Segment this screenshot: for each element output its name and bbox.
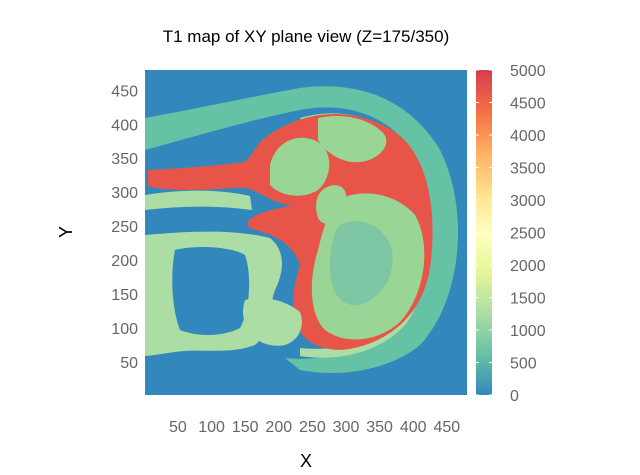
airway-cavity [172, 247, 250, 335]
colorbar-tick-label: 4500 [510, 96, 546, 113]
colorbar-tick-label: 3500 [510, 161, 546, 178]
x-tick-label: 350 [366, 419, 393, 436]
y-tick-label: 200 [111, 253, 138, 270]
y-tick-label: 450 [111, 83, 138, 100]
colorbar-tick-label: 500 [510, 356, 537, 373]
brainstem [316, 185, 347, 224]
x-tick-label: 400 [400, 419, 427, 436]
x-tick-label: 200 [265, 419, 292, 436]
upper-face-band [145, 190, 252, 210]
y-tick-label: 50 [120, 355, 138, 372]
colorbar-tick-label: 4000 [510, 128, 546, 145]
colorbar-tick-label: 2500 [510, 226, 546, 243]
colorbar-tick-label: 1000 [510, 323, 546, 340]
x-tick-label: 50 [169, 419, 187, 436]
x-axis-title: X [300, 451, 312, 471]
colorbar-tick-label: 3000 [510, 193, 546, 210]
x-tick-label: 100 [198, 419, 225, 436]
colorbar-tick-label: 2000 [510, 258, 546, 275]
spinal-column [243, 298, 302, 346]
y-tick-label: 400 [111, 117, 138, 134]
y-axis-title: Y [56, 226, 76, 238]
y-tick-label: 150 [111, 287, 138, 304]
cerebellum [270, 137, 330, 196]
chart-title: T1 map of XY plane view (Z=175/350) [163, 27, 450, 46]
x-tick-label: 450 [433, 419, 460, 436]
y-tick-label: 300 [111, 185, 138, 202]
colorbar: 0 500 1000 1500 2000 2500 3000 3500 4000 4500 5000 [476, 63, 546, 405]
y-tick-label: 100 [111, 321, 138, 338]
y-axis-ticks: 50 100 150 200 250 300 350 400 450 [111, 83, 138, 371]
heatmap-panel [145, 70, 467, 395]
white-matter-core [330, 221, 393, 306]
occipital-lobe [318, 115, 387, 163]
colorbar-tick-label: 1500 [510, 291, 546, 308]
x-tick-label: 150 [232, 419, 259, 436]
x-tick-label: 300 [333, 419, 360, 436]
scalp-region [145, 86, 459, 373]
colorbar-ticks: 0 500 1000 1500 2000 2500 3000 3500 4000 4500 5000 [476, 63, 546, 405]
colorbar-gradient [476, 70, 492, 395]
x-tick-label: 250 [299, 419, 326, 436]
y-tick-label: 250 [111, 219, 138, 236]
x-axis-ticks: 50 100 150 200 250 300 350 400 450 [169, 419, 460, 436]
y-tick-label: 350 [111, 151, 138, 168]
colorbar-tick-label: 0 [510, 388, 519, 405]
colorbar-tick-label: 5000 [510, 63, 546, 80]
